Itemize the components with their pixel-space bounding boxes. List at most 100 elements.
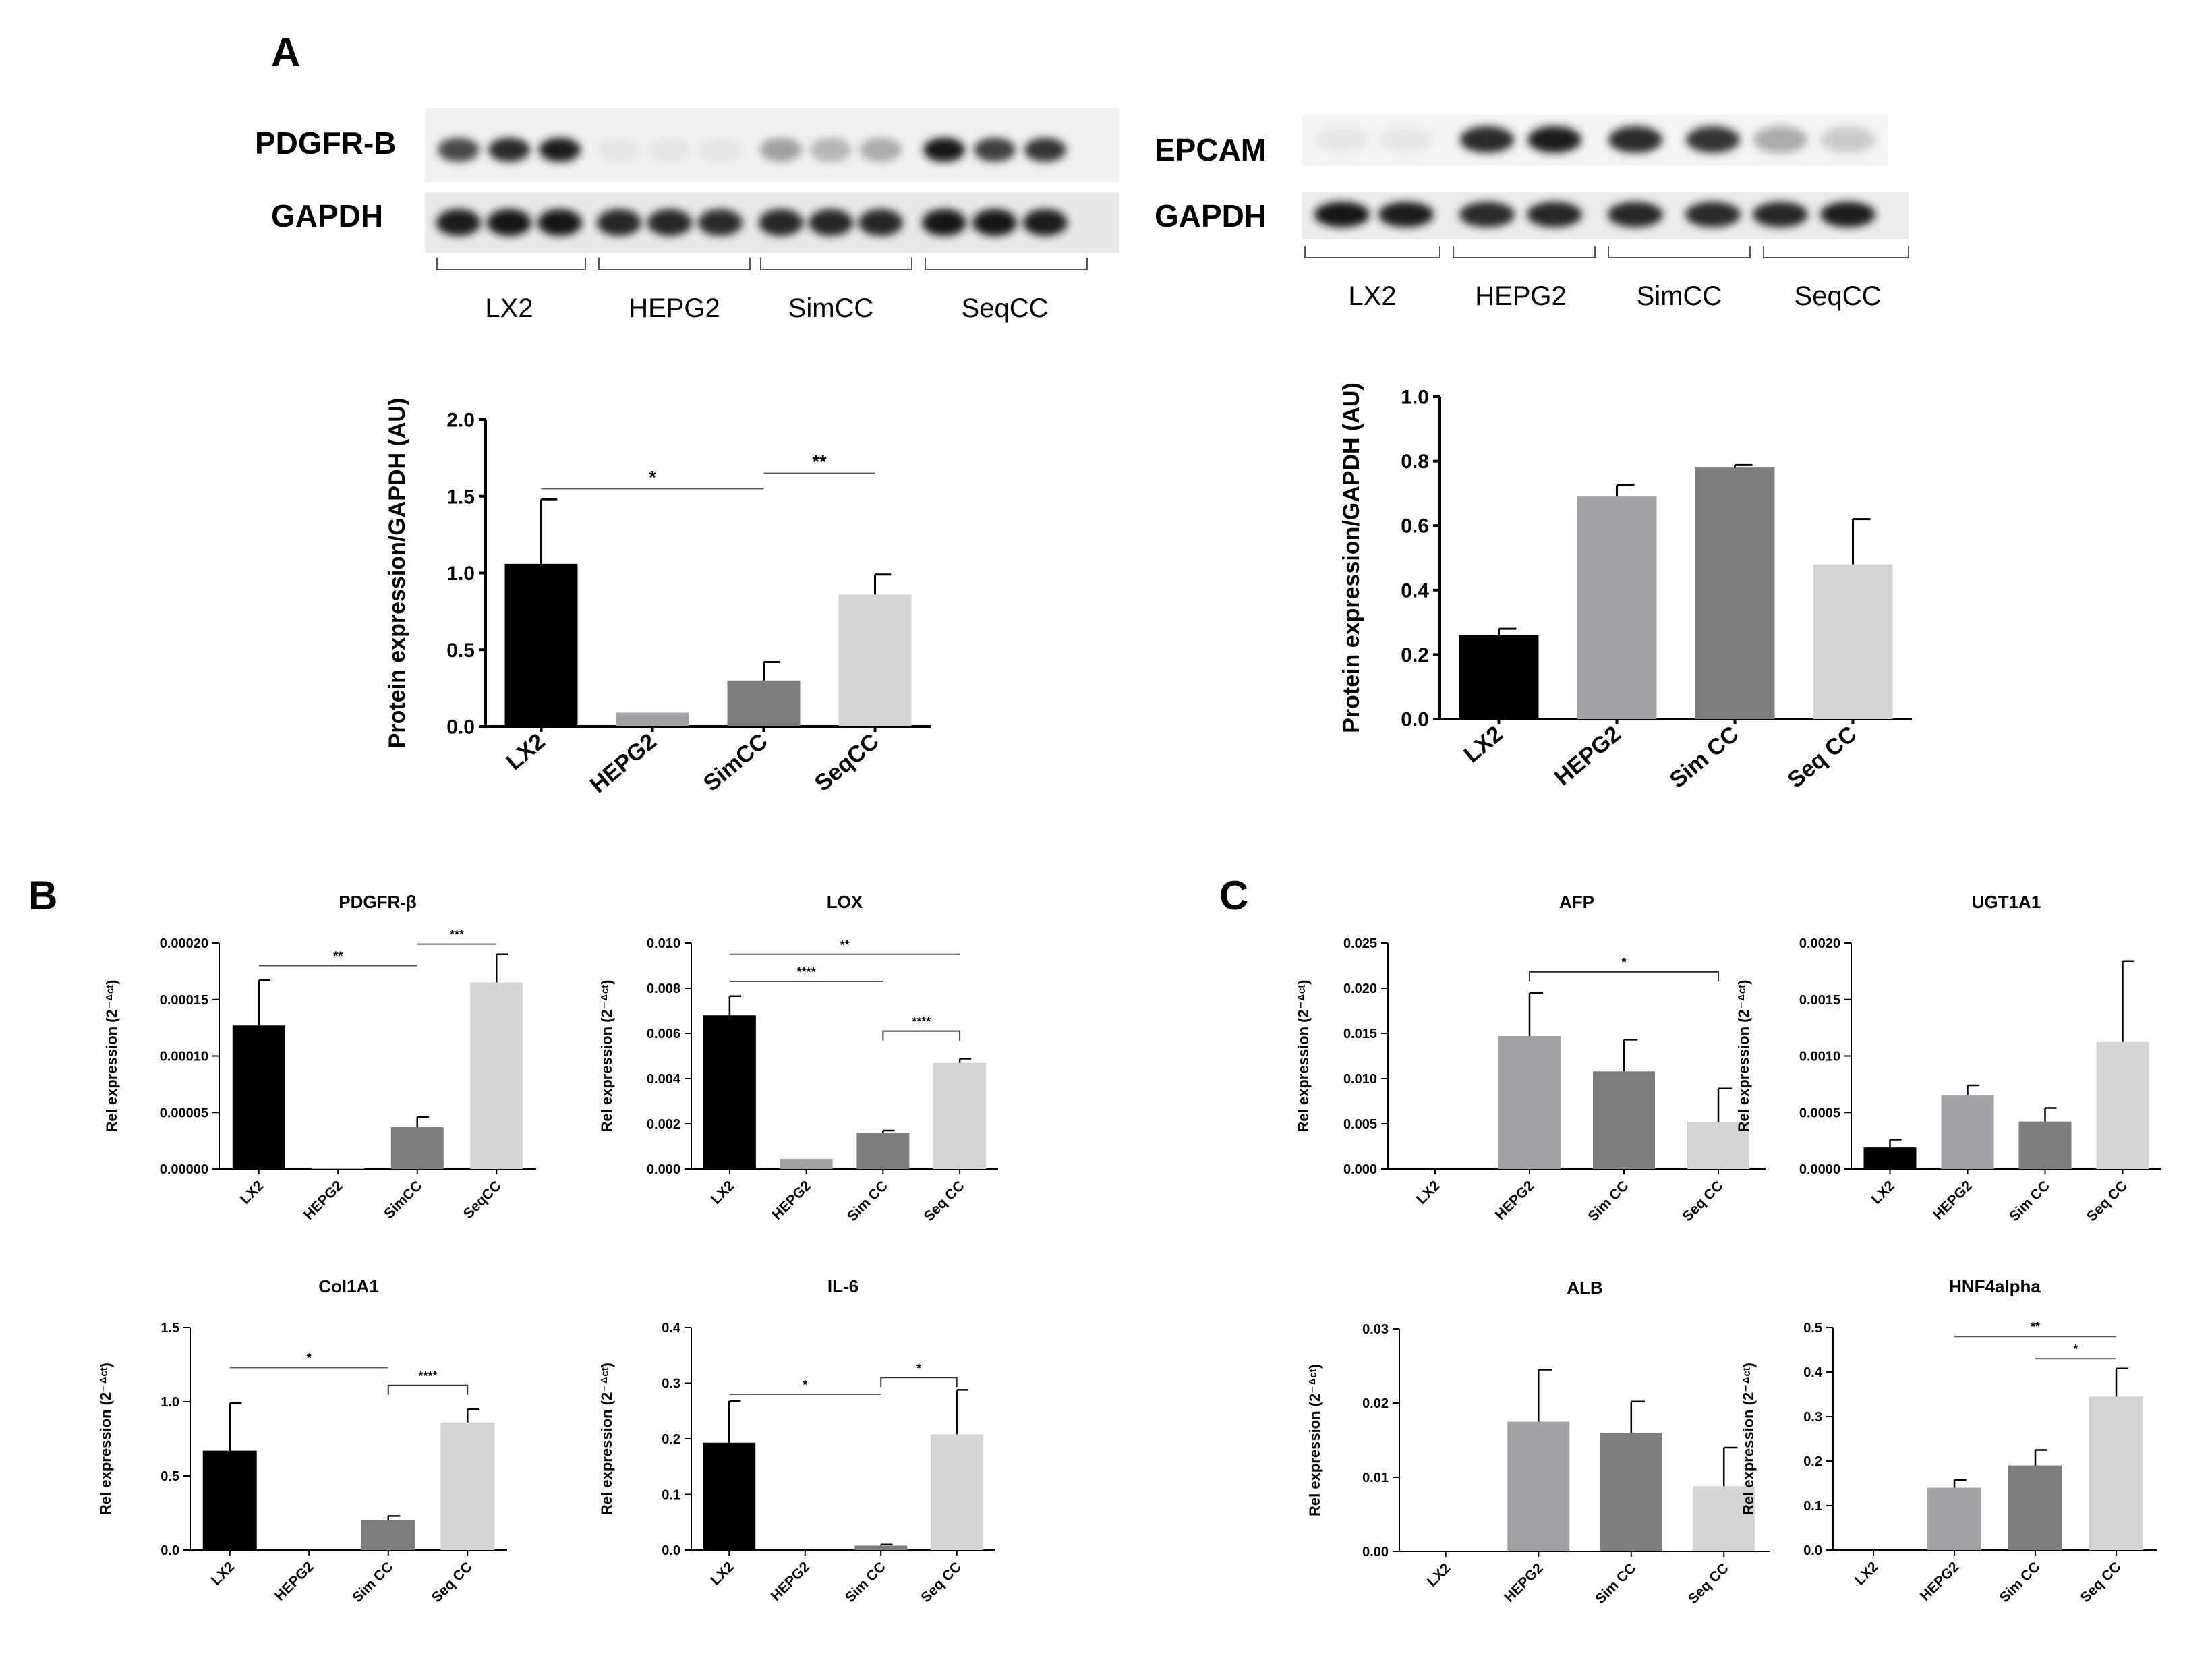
x-tick-label: HEPG2 <box>1550 721 1626 791</box>
y-tick-label: 1.0 <box>161 1395 179 1410</box>
y-tick-label: 0.6 <box>1401 515 1429 538</box>
bar-chart-ugt1a1-mrna: UGT1A1 0.0000 0.0005 0.0010 0.0015 0.0020 Rel … <box>1735 892 2161 1224</box>
y-tick-label: 0.0015 <box>1799 993 1840 1008</box>
bar-chart-il6-mrna: IL-6 0.0 0.1 0.2 0.3 0.4 Rel expression (2⁻ᐞᶜᵗ… <box>598 1276 995 1605</box>
blot-band <box>1527 202 1582 227</box>
y-axis-label: Rel expression (2⁻ᐞᶜᵗ) <box>1740 1363 1757 1515</box>
x-tick-label: Sim CC <box>844 1178 891 1224</box>
y-tick-label: 2.0 <box>446 409 475 432</box>
significance-line <box>882 1030 961 1041</box>
x-tick-label: HEPG2 <box>1930 1178 1975 1223</box>
bar <box>470 982 523 1169</box>
y-tick-label: 0.2 <box>662 1432 680 1447</box>
y-tick-label: 0.00000 <box>160 1162 208 1177</box>
significance-label: ** <box>812 452 827 472</box>
significance-label: * <box>1621 956 1626 969</box>
blot-band <box>1686 126 1740 153</box>
significance-label: * <box>916 1361 921 1375</box>
y-tick-label: 1.0 <box>1401 387 1429 409</box>
x-tick-label: Seq CC <box>429 1559 475 1605</box>
y-tick-label: 0.002 <box>647 1117 680 1132</box>
blot-bracket <box>598 258 751 270</box>
x-tick-label: Seq CC <box>1783 721 1862 793</box>
y-tick-label: 0.000 <box>1343 1162 1377 1177</box>
blot-band <box>647 209 692 236</box>
x-tick-label: SeqCC <box>461 1178 504 1222</box>
blot-band <box>760 138 802 162</box>
y-axis-label: Rel expression (2⁻ᐞᶜᵗ) <box>1306 1364 1323 1516</box>
x-tick-label: Seq CC <box>2077 1559 2124 1605</box>
y-tick-label: 0.03 <box>1362 1322 1389 1337</box>
y-axis-label: Rel expression (2⁻ᐞᶜᵗ) <box>598 980 615 1133</box>
y-tick-label: 0.4 <box>662 1321 681 1336</box>
bar-chart-pdgfrb-mrna: PDGFR-β 0.00000 0.00005 0.00010 0.00015 0.000… <box>103 892 536 1223</box>
y-axis-label: Protein expression/GAPDH (AU) <box>384 398 410 749</box>
x-tick-label: Sim CC <box>1996 1559 2043 1605</box>
panel-label-a: A <box>271 30 300 75</box>
significance-label: * <box>803 1378 807 1392</box>
bar <box>1687 1122 1749 1169</box>
y-tick-label: 0.8 <box>1401 451 1429 473</box>
blot-band <box>922 209 966 236</box>
y-tick-label: 0.2 <box>1401 644 1429 666</box>
blot-group-label: SeqCC <box>962 293 1049 323</box>
blot-band <box>597 209 641 236</box>
significance-label: ** <box>840 938 849 952</box>
y-tick-label: 0.5 <box>446 639 475 662</box>
x-tick-label: Seq CC <box>918 1559 964 1605</box>
y-tick-label: 1.5 <box>446 486 475 508</box>
blot-band <box>1685 202 1741 227</box>
bar <box>1693 1486 1755 1551</box>
blot-band <box>649 138 691 162</box>
western-blot-epcam: EPCAM GAPDH LX2 HEPG2 SimCC SeqCC <box>1155 115 1909 311</box>
blot-group-brackets <box>1304 246 1909 258</box>
bar <box>202 1450 257 1550</box>
bar <box>1695 467 1775 719</box>
y-tick-label: 0.3 <box>1803 1410 1822 1425</box>
x-tick-label: SimCC <box>381 1178 425 1222</box>
blot-band <box>539 138 581 162</box>
blot-band <box>1608 202 1663 227</box>
y-axis-label: Rel expression (2⁻ᐞᶜᵗ) <box>1295 980 1312 1133</box>
blot-control-bands <box>1314 202 1875 227</box>
y-tick-label: 0.020 <box>1343 981 1377 996</box>
x-tick-label: LX2 <box>708 1178 737 1207</box>
significance-label: ** <box>333 950 343 963</box>
x-tick-label: HEPG2 <box>585 729 662 798</box>
bar-chart-pdgfrb-protein: 0.0 0.5 1.0 1.5 2.0 Protein expression/GAPDH … <box>384 398 931 798</box>
blot-group-label: LX2 <box>485 293 533 323</box>
bar-chart-afp-mrna: AFP 0.000 0.005 0.010 0.015 0.020 0.025 Rel exp… <box>1295 892 1766 1224</box>
x-tick-label: Sim CC <box>1585 1178 1631 1224</box>
x-tick-label: Sim CC <box>2006 1178 2053 1224</box>
blot-band <box>438 138 479 162</box>
blot-band <box>1379 126 1433 153</box>
y-tick-label: 0.5 <box>161 1469 179 1484</box>
blot-bracket <box>1608 246 1751 258</box>
bar <box>856 1133 910 1169</box>
y-tick-label: 0.0 <box>1803 1543 1822 1558</box>
blot-band <box>1820 202 1875 227</box>
y-tick-label: 0.1 <box>662 1488 680 1503</box>
bar <box>703 1442 756 1550</box>
x-tick-label: LX2 <box>208 1559 237 1588</box>
blot-band <box>537 209 582 236</box>
bar <box>933 1062 987 1169</box>
bar <box>440 1422 495 1550</box>
blot-band <box>1821 126 1875 153</box>
bar-chart-alb-mrna: ALB 0.00 0.01 0.02 0.03 Rel expression (2⁻ᐞᶜᵗ… <box>1306 1278 1770 1607</box>
y-tick-label: 0.0 <box>1401 709 1429 731</box>
y-tick-label: 0.010 <box>647 936 680 951</box>
blot-band <box>1527 126 1581 153</box>
y-tick-label: 0.0020 <box>1799 936 1840 951</box>
blot-band <box>1608 126 1662 153</box>
bar-chart-hnf4alpha-mrna: HNF4alpha 0.0 0.1 0.2 0.3 0.4 0.5 Rel expressio… <box>1740 1276 2157 1605</box>
blot-bracket <box>760 258 912 270</box>
panel-label-c: C <box>1219 873 1248 918</box>
x-tick-label: Seq CC <box>921 1178 968 1224</box>
x-tick-label: Sim CC <box>842 1559 889 1605</box>
x-tick-label: Sim CC <box>1592 1560 1639 1607</box>
y-tick-label: 0.0 <box>662 1543 680 1558</box>
bar <box>312 1168 365 1169</box>
x-tick-label: HEPG2 <box>1501 1560 1546 1605</box>
blot-band <box>810 138 852 162</box>
